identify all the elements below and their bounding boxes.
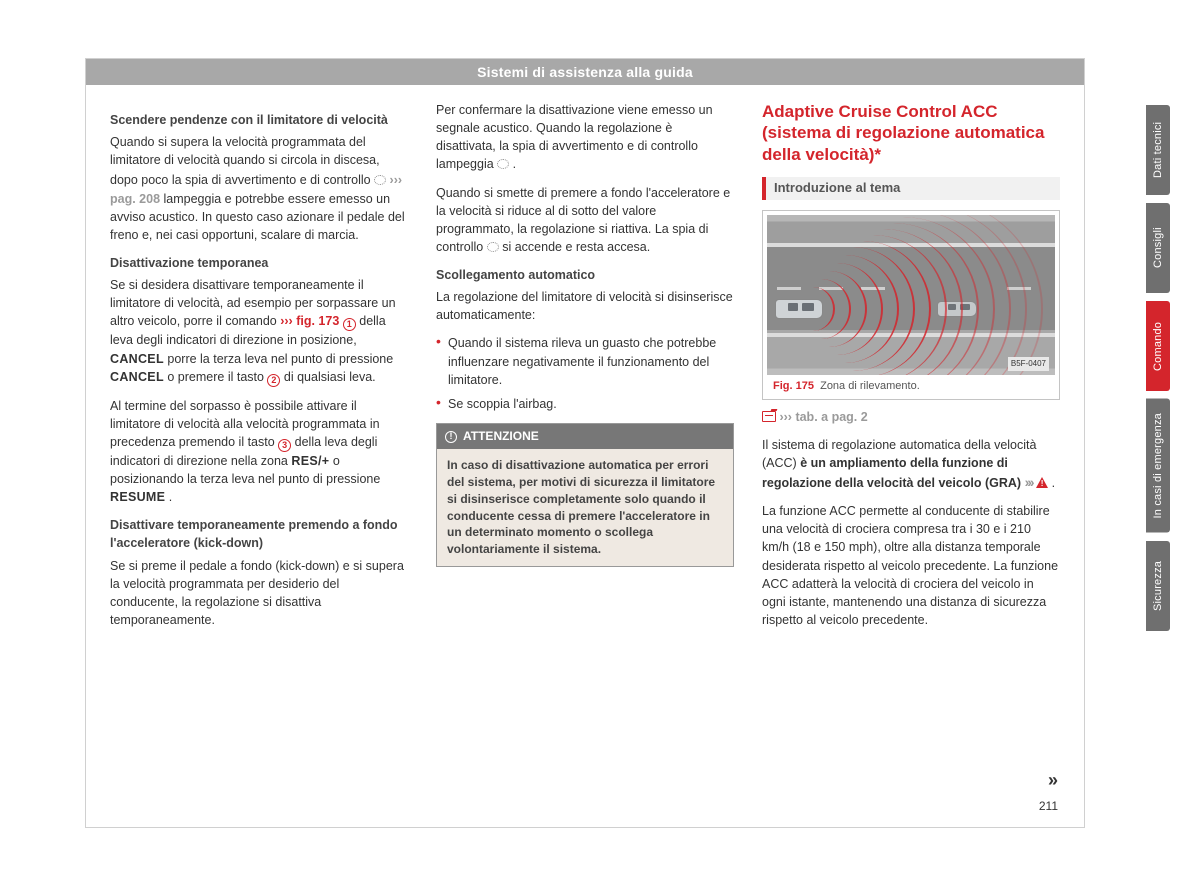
col2-p2: Quando si smette di premere a fondo l'ac… [436,184,734,257]
tab-consigli[interactable]: Consigli [1146,203,1170,293]
col1-p2d: o premere il tasto [167,370,267,384]
col2-p1b: . [513,157,516,171]
col1-h1: Scendere pendenze con il limitatore di v… [110,111,408,129]
tab-dati-tecnici[interactable]: Dati tecnici [1146,105,1170,195]
column-3: Adaptive Cruise Control ACC (sistema di … [762,101,1060,639]
figure-caption-text: Zona di rilevamento. [820,380,920,392]
figure-label: Fig. 175 [773,380,814,392]
lane-dash [777,287,801,290]
cancel-label-1: CANCEL [110,352,164,366]
attention-box: ! ATTENZIONE In caso di disattivazione a… [436,423,734,567]
col2-p1: Per confermare la disattivazione viene e… [436,101,734,174]
tab-ref-text: ››› tab. a pag. 2 [779,410,867,424]
resume-label: RESUME [110,490,165,504]
col2-bullets: Quando il sistema rileva un guasto che p… [436,334,734,413]
speedlimit-icon [487,242,499,252]
tab-emergenza[interactable]: In casi di emergenza [1146,399,1170,533]
table-icon [762,411,776,422]
attention-icon: ! [445,431,457,443]
figure-illustration: B5F-0407 [767,215,1055,375]
page-header: Sistemi di assistenza alla guida [86,59,1084,85]
fig-ref-173: ››› fig. 173 [280,314,339,328]
column-2: Per confermare la disattivazione viene e… [436,101,734,639]
attention-header: ! ATTENZIONE [437,424,733,449]
attention-body: In caso di disattivazione automatica per… [437,449,733,566]
col1-p2c: porre la terza leva nel punto di pressio… [167,352,393,366]
figure-175: B5F-0407 Fig. 175 Zona di rilevamento. [762,210,1060,400]
col2-p1a: Per confermare la disattivazione viene e… [436,103,713,171]
side-tabs: Dati tecnici Consigli Comando In casi di… [1146,105,1170,631]
col3-p1c: . [1052,476,1055,490]
tab-comando[interactable]: Comando [1146,301,1170,391]
col1-p3d: . [169,490,172,504]
header-title: Sistemi di assistenza alla guida [477,64,693,80]
col1-p2e: di qualsiasi leva. [284,370,376,384]
col2-p3: La regolazione del limitatore di velocit… [436,288,734,324]
res-plus-label: RES/+ [291,454,329,468]
col3-p2: La funzione ACC permette al conducente d… [762,502,1060,629]
col1-p2: Se si desidera disattivare temporaneamen… [110,276,408,387]
callout-2-icon: 2 [267,374,280,387]
callout-3-icon: 3 [278,439,291,452]
chevrons-icon: ››› [1025,474,1033,490]
acc-subhead: Introduzione al tema [762,177,1060,200]
column-1: Scendere pendenze con il limitatore di v… [110,101,408,639]
col2-h1: Scollegamento automatico [436,266,734,284]
cancel-label-2: CANCEL [110,370,164,384]
col1-p1: Quando si supera la velocità programmata… [110,133,408,244]
continuation-arrow-icon: » [1048,770,1058,791]
content-columns: Scendere pendenze con il limitatore di v… [86,85,1084,649]
speedlimit-icon [374,175,386,185]
attention-title: ATTENZIONE [463,428,539,445]
acc-title: Adaptive Cruise Control ACC (sistema di … [762,101,1060,165]
tab-ref-line: ››› tab. a pag. 2 [762,408,1060,426]
tab-sicurezza[interactable]: Sicurezza [1146,541,1170,631]
col1-p3: Al termine del sorpasso è possibile atti… [110,397,408,507]
bullet-item: Se scoppia l'airbag. [436,395,734,413]
bullet-item: Quando il sistema rileva un guasto che p… [436,334,734,388]
col1-h3: Disattivare temporaneamente premendo a f… [110,516,408,552]
col3-p1-bold: è un ampliamento della funzione di regol… [762,456,1021,490]
col1-p1a: Quando si supera la velocità programmata… [110,135,380,187]
col1-p4: Se si preme il pedale a fondo (kick-down… [110,557,408,630]
manual-page: Sistemi di assistenza alla guida Scender… [85,58,1085,828]
speedlimit-icon [497,159,509,169]
figure-code: B5F-0407 [1008,357,1049,371]
col2-p2b: si accende e resta accesa. [502,240,650,254]
figure-caption: Fig. 175 Zona di rilevamento. [767,375,1055,395]
page-number: 211 [1039,799,1058,813]
warning-triangle-icon [1036,477,1048,488]
col1-h2: Disattivazione temporanea [110,254,408,272]
col3-p1: Il sistema di regolazione automatica del… [762,436,1060,493]
callout-1-icon: 1 [343,318,356,331]
